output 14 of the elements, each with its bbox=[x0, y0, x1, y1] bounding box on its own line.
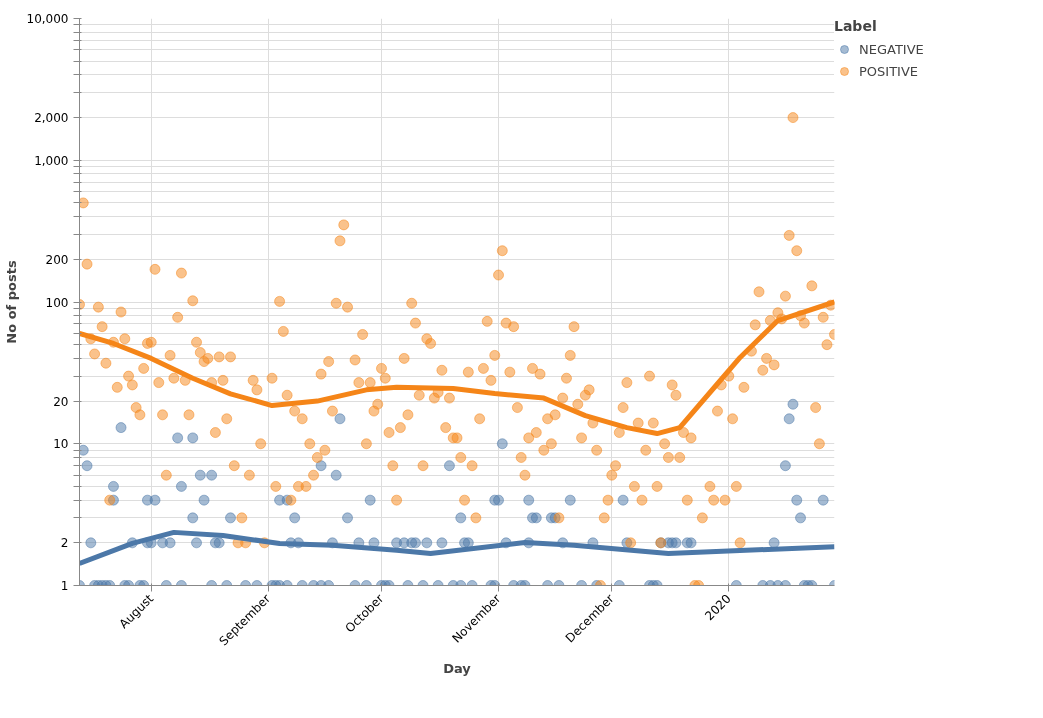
y-tick-label: 1,000 bbox=[34, 153, 69, 168]
y-tick-label: 20 bbox=[53, 394, 69, 409]
y-tick-label: 10,000 bbox=[26, 12, 69, 26]
y-axis-title: No of posts bbox=[3, 260, 19, 344]
legend-label: NEGATIVE bbox=[859, 41, 924, 57]
legend-title: Label bbox=[834, 18, 878, 34]
y-tick-label: 1 bbox=[60, 579, 69, 593]
y-tick-label: 2 bbox=[60, 536, 69, 551]
legend-label: POSITIVE bbox=[859, 63, 919, 79]
x-axis-title: Day bbox=[443, 661, 472, 677]
y-tick-label: 200 bbox=[45, 252, 69, 267]
y-tick-label: 100 bbox=[45, 295, 69, 310]
y-tick-label: 2,000 bbox=[34, 111, 69, 126]
y-tick-label: 10 bbox=[53, 437, 69, 452]
